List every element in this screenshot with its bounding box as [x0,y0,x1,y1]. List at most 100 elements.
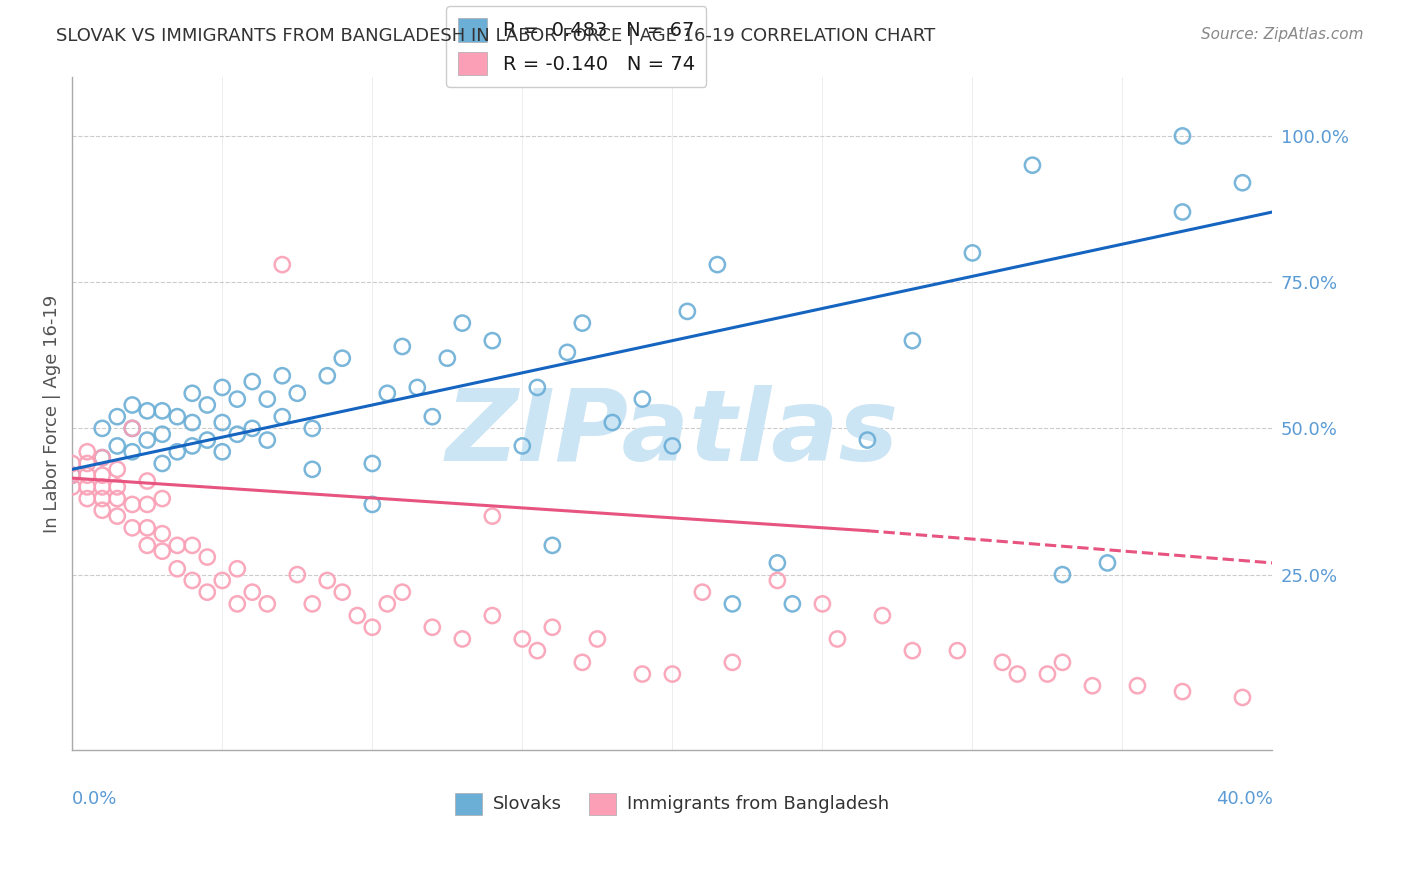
Point [121,521,143,535]
Point [136,433,159,447]
Point [211,416,233,430]
Point [240,421,263,435]
Point [991,656,1014,670]
Point [901,334,924,348]
Point [481,509,503,524]
Point [166,444,188,458]
Point [76,457,98,471]
Point [271,368,294,383]
Point [510,632,533,646]
Point [105,509,128,524]
Point [60,468,83,483]
Point [541,620,564,634]
Point [1232,690,1254,705]
Point [330,585,353,599]
Point [510,439,533,453]
Point [150,427,173,442]
Point [121,444,143,458]
Point [256,433,278,447]
Point [121,497,143,511]
Point [211,380,233,394]
Point [406,380,429,394]
Point [962,246,984,260]
Point [121,421,143,435]
Point [76,480,98,494]
Point [1052,567,1074,582]
Point [420,620,443,634]
Point [60,457,83,471]
Point [571,656,593,670]
Text: Source: ZipAtlas.com: Source: ZipAtlas.com [1201,27,1364,42]
Point [181,574,204,588]
Point [481,608,503,623]
Point [420,409,443,424]
Point [766,574,789,588]
Point [181,416,204,430]
Point [330,351,353,366]
Point [451,632,474,646]
Point [195,550,218,565]
Point [811,597,834,611]
Point [195,433,218,447]
Text: 0.0%: 0.0% [72,790,118,808]
Point [316,368,339,383]
Point [195,585,218,599]
Point [285,567,308,582]
Point [301,597,323,611]
Point [166,538,188,552]
Point [181,538,204,552]
Point [91,450,114,465]
Point [240,585,263,599]
Point [571,316,593,330]
Point [827,632,849,646]
Point [136,521,159,535]
Point [121,421,143,435]
Text: SLOVAK VS IMMIGRANTS FROM BANGLADESH IN LABOR FORCE | AGE 16-19 CORRELATION CHAR: SLOVAK VS IMMIGRANTS FROM BANGLADESH IN … [56,27,935,45]
Point [526,643,548,657]
Point [91,480,114,494]
Point [301,462,323,476]
Point [105,480,128,494]
Point [1097,556,1119,570]
Point [721,597,744,611]
Point [91,503,114,517]
Point [361,457,384,471]
Point [105,439,128,453]
Point [361,620,384,634]
Legend: Slovaks, Immigrants from Bangladesh: Slovaks, Immigrants from Bangladesh [449,785,897,822]
Point [361,497,384,511]
Point [121,398,143,412]
Point [76,444,98,458]
Point [60,480,83,494]
Point [76,491,98,506]
Point [91,421,114,435]
Point [481,334,503,348]
Point [226,392,249,406]
Point [136,497,159,511]
Point [901,643,924,657]
Point [105,462,128,476]
Point [541,538,564,552]
Point [451,316,474,330]
Point [150,526,173,541]
Point [782,597,804,611]
Point [1171,205,1194,219]
Point [1081,679,1104,693]
Point [91,468,114,483]
Point [136,538,159,552]
Point [211,574,233,588]
Point [166,562,188,576]
Point [721,656,744,670]
Y-axis label: In Labor Force | Age 16-19: In Labor Force | Age 16-19 [44,294,60,533]
Point [661,439,683,453]
Point [166,409,188,424]
Point [271,409,294,424]
Point [436,351,458,366]
Point [256,597,278,611]
Point [375,386,398,401]
Point [346,608,368,623]
Point [181,386,204,401]
Point [391,585,413,599]
Point [226,427,249,442]
Point [91,491,114,506]
